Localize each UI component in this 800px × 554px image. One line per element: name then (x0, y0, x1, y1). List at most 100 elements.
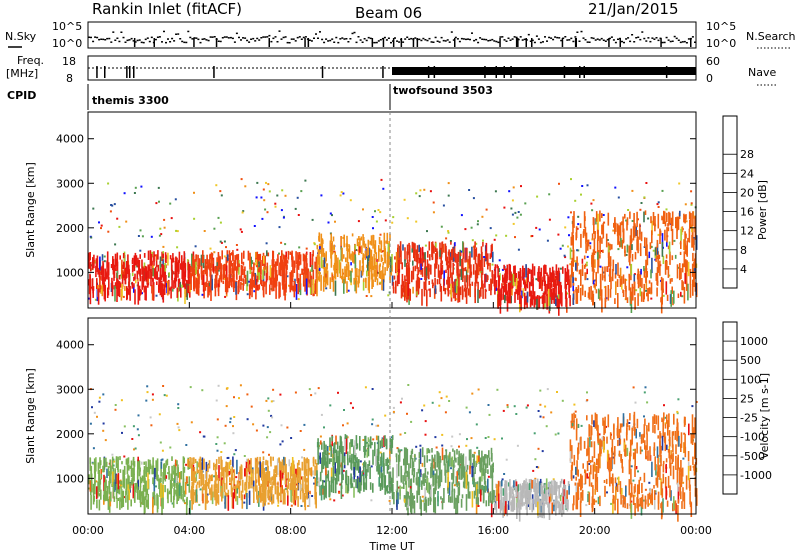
band-cell (408, 463, 410, 479)
nsky-point (205, 39, 208, 41)
scatter-cell (606, 491, 608, 494)
scatter-cell (319, 435, 322, 438)
scatter-cell (246, 418, 249, 421)
band-cell (297, 252, 299, 268)
band-cell (600, 280, 602, 295)
band-cell (397, 463, 400, 477)
band-cell (662, 255, 665, 264)
band-cell (521, 491, 524, 498)
band-cell (609, 262, 612, 277)
band-cell (606, 449, 609, 462)
band-cell (612, 498, 614, 515)
band-cell (210, 274, 213, 280)
nsky-point (477, 41, 480, 44)
band-cell (364, 435, 367, 446)
band-cell (446, 460, 448, 473)
band-cell (433, 487, 435, 497)
band-cell (174, 474, 176, 480)
band-cell (209, 475, 212, 479)
scatter-cell (599, 265, 602, 268)
band-cell (392, 467, 394, 483)
band-cell (146, 466, 148, 473)
band-cell (467, 288, 470, 296)
band-cell (256, 251, 259, 268)
band-cell (217, 254, 220, 271)
colorbar-frame (722, 115, 738, 289)
scatter-cell (163, 218, 166, 221)
scatter-cell (215, 184, 218, 187)
nsky-point (300, 38, 303, 40)
nsky-point (566, 39, 569, 41)
band-cell (518, 504, 521, 522)
nsky-point (102, 38, 105, 41)
band-cell (635, 226, 637, 236)
band-cell (337, 450, 339, 457)
nsky-point (529, 40, 532, 42)
band-cell (601, 298, 603, 313)
band-cell (444, 243, 447, 253)
band-cell (687, 283, 689, 301)
band-cell (287, 495, 289, 506)
scatter-cell (645, 182, 648, 184)
band-cell (122, 490, 125, 507)
scatter-cell (567, 216, 570, 219)
nsky-point (685, 42, 688, 44)
band-cell (215, 268, 218, 279)
scatter-cell (140, 185, 143, 188)
band-cell (266, 262, 269, 280)
band-cell (577, 262, 579, 266)
nsky-point (614, 41, 617, 44)
band-cell (164, 465, 167, 482)
band-cell (274, 466, 277, 474)
scatter-cell (137, 414, 140, 417)
band-cell (434, 473, 437, 487)
band-cell (272, 264, 274, 278)
band-cell (391, 275, 394, 286)
scatter-cell (303, 423, 306, 426)
band-cell (652, 416, 654, 433)
nsky-point (503, 39, 506, 41)
nsky-point (548, 36, 551, 39)
band-cell (364, 460, 366, 468)
band-cell (381, 457, 383, 467)
band-cell (421, 462, 424, 467)
band-cell (451, 277, 453, 288)
band-cell (397, 247, 399, 265)
band-cell (661, 241, 664, 257)
band-cell (352, 454, 355, 464)
band-cell (345, 263, 348, 268)
band-cell (564, 278, 566, 289)
band-cell (397, 492, 399, 505)
band-cell (244, 266, 246, 271)
scatter-cell (339, 483, 342, 486)
band-cell (614, 272, 617, 279)
band-cell (669, 212, 671, 225)
band-cell (158, 478, 160, 490)
band-cell (286, 260, 289, 264)
nsky-point (402, 41, 405, 43)
band-cell (416, 287, 418, 296)
nsky-point (138, 39, 141, 41)
band-cell (367, 255, 369, 272)
band-cell (512, 485, 514, 491)
scatter-cell (614, 186, 617, 189)
band-cell (139, 476, 142, 488)
band-cell (223, 482, 226, 493)
scatter-cell (645, 289, 648, 292)
band-cell (245, 461, 248, 471)
band-cell (562, 266, 564, 274)
nsky-gap (400, 38, 403, 47)
band-cell (674, 500, 677, 512)
band-cell (116, 499, 118, 509)
band-cell (384, 435, 386, 447)
scatter-cell (576, 249, 579, 252)
band-cell (610, 276, 612, 290)
band-cell (264, 474, 266, 484)
band-cell (241, 479, 244, 493)
band-cell (241, 265, 244, 275)
band-cell (500, 481, 502, 494)
band-cell (198, 472, 201, 479)
band-cell (332, 466, 335, 479)
nsky-point (323, 41, 326, 44)
band-cell (103, 482, 106, 492)
